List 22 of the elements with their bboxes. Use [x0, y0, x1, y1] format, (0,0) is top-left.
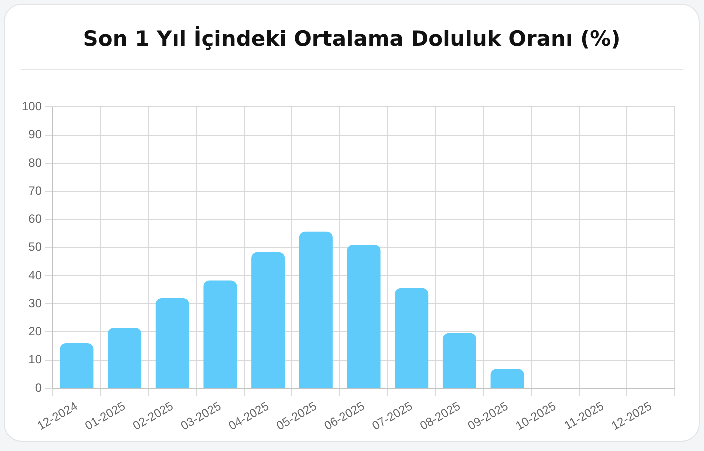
- bar: [252, 252, 286, 388]
- y-tick-label: 70: [28, 184, 42, 198]
- bar: [108, 328, 142, 388]
- y-tick-label: 20: [28, 324, 42, 339]
- y-tick-label: 100: [22, 100, 42, 114]
- y-tick-label: 10: [28, 352, 42, 367]
- bar: [60, 344, 94, 388]
- y-tick-label: 30: [28, 296, 42, 310]
- bar: [204, 280, 238, 388]
- y-tick-label: 60: [28, 212, 42, 226]
- y-tick-label: 40: [28, 268, 42, 282]
- y-tick-label: 50: [28, 240, 42, 254]
- y-tick-label: 80: [28, 156, 42, 170]
- bar: [395, 288, 429, 388]
- bar: [347, 245, 381, 388]
- y-tick-label: 0: [35, 380, 42, 395]
- y-tick-label: 90: [28, 128, 42, 142]
- bar: [490, 369, 524, 388]
- bar: [156, 298, 190, 388]
- bar: [442, 333, 476, 388]
- bar: [299, 232, 333, 388]
- chart-title: Son 1 Yıl İçindeki Ortalama Doluluk Oranı (%): [82, 27, 622, 51]
